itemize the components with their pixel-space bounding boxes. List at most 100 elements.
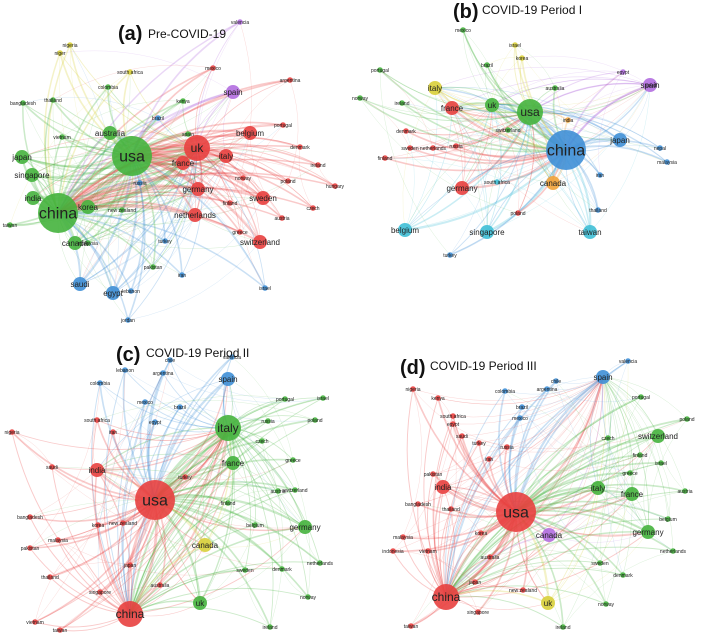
link-a-9-16 bbox=[32, 117, 159, 199]
edge-c-41-1 bbox=[129, 502, 229, 615]
node-d-bangladesh-32 bbox=[415, 501, 421, 507]
edge-c-21-2 bbox=[29, 427, 229, 518]
edge-c-23-2 bbox=[34, 427, 229, 623]
edge-c-16-2 bbox=[97, 427, 229, 526]
edge-b-10-3 bbox=[451, 107, 591, 233]
edge-c-18-2 bbox=[99, 427, 229, 593]
link-a-28-35 bbox=[130, 214, 196, 292]
label-b-south-africa-33: south africa bbox=[484, 180, 510, 186]
link-c-9-16 bbox=[97, 406, 181, 526]
edge-b-29-1 bbox=[449, 111, 531, 256]
edge-a-11-4 bbox=[74, 155, 227, 244]
label-c-spain-6: spain bbox=[218, 375, 237, 384]
node-c-south-africa-44 bbox=[94, 417, 100, 423]
label-d-austria-22: austria bbox=[677, 489, 692, 495]
label-a-usa-0: usa bbox=[119, 149, 145, 166]
node-a-valencia-50 bbox=[237, 19, 243, 25]
label-b-canada-6: canada bbox=[540, 179, 567, 188]
edge-c-43-1 bbox=[103, 431, 131, 615]
label-a-canada-11: canada bbox=[62, 239, 89, 248]
link-b-20-27 bbox=[514, 44, 668, 163]
edge-c-26-2 bbox=[11, 427, 229, 450]
node-a-egypt-13 bbox=[106, 286, 120, 300]
panel-a: usa china uk france italy germany australia jap… bbox=[3, 19, 345, 324]
link-a-39-46 bbox=[239, 124, 284, 233]
edge-c-10-1 bbox=[122, 421, 156, 615]
edge-d-27-2 bbox=[489, 376, 604, 558]
edge-b-25-2 bbox=[491, 78, 652, 106]
label-d-spain-2: spain bbox=[593, 373, 612, 382]
label-a-japan-7: japan bbox=[11, 153, 32, 162]
link-a-50-5 bbox=[196, 21, 241, 190]
label-c-ireland-39: ireland bbox=[262, 625, 277, 631]
edge-a-12-4 bbox=[79, 155, 227, 285]
node-a-lebanon-28 bbox=[128, 288, 134, 294]
edge-a-7-2 bbox=[21, 147, 198, 170]
label-c-colombia-27: colombia bbox=[90, 381, 110, 387]
label-b-uk-2: uk bbox=[488, 101, 497, 110]
label-b-korea-12: korea bbox=[516, 56, 529, 62]
label-c-finland-41: finland bbox=[221, 501, 236, 507]
edge-c-26-0 bbox=[11, 431, 156, 501]
link-d-26-33 bbox=[450, 508, 482, 534]
node-c-israel-35 bbox=[320, 395, 326, 401]
label-b-mexico-21: mexico bbox=[455, 28, 471, 34]
node-d-mexico-13 bbox=[517, 415, 523, 421]
edge-c-5-3 bbox=[96, 468, 306, 528]
node-b-sweden-16 bbox=[407, 145, 413, 151]
node-c-poland-37 bbox=[312, 417, 318, 423]
label-a-india-9: india bbox=[25, 194, 42, 203]
label-b-ireland-35: ireland bbox=[394, 101, 409, 107]
label-a-nigeria-20: nigeria bbox=[62, 43, 77, 49]
node-d-south-africa-42 bbox=[450, 413, 456, 419]
node-b-taiwan-10 bbox=[583, 225, 597, 239]
node-b-belgium-11 bbox=[398, 223, 412, 237]
link-d-33-40 bbox=[450, 435, 465, 510]
label-b-saudi-25: saudi bbox=[645, 83, 657, 89]
link-b-35-6 bbox=[401, 102, 554, 184]
node-a-new-zealand-34 bbox=[119, 207, 125, 213]
node-d-valencia-14 bbox=[625, 358, 631, 364]
node-a-netherlands-35 bbox=[188, 208, 202, 222]
label-b-russia-34: russia bbox=[449, 144, 463, 150]
label-a-israel-51: israel bbox=[259, 286, 271, 292]
edge-c-42-2 bbox=[122, 427, 229, 524]
edge-b-5-4 bbox=[434, 66, 651, 89]
edge-a-12-3 bbox=[79, 162, 184, 285]
link-b-7-14 bbox=[461, 129, 509, 189]
edge-d-24-2 bbox=[562, 376, 611, 628]
edge-c-40-0 bbox=[154, 499, 309, 598]
edge-a-1-4 bbox=[57, 155, 227, 214]
link-a-6-13 bbox=[96, 132, 114, 294]
label-b-thailand-28: thailand bbox=[589, 208, 607, 214]
edge-d-38-2 bbox=[478, 376, 604, 444]
edge-c-30-2 bbox=[124, 369, 229, 429]
edge-a-20-1 bbox=[47, 44, 71, 214]
label-a-new-zealand-34: new zealand bbox=[108, 208, 136, 214]
label-c-greece-38: greece bbox=[285, 458, 301, 464]
link-d-18-25 bbox=[600, 396, 642, 605]
node-c-nigeria-26 bbox=[9, 429, 15, 435]
edge-a-27-2 bbox=[152, 147, 198, 268]
edge-c-45-0 bbox=[154, 356, 233, 501]
node-a-singapore-8 bbox=[25, 168, 39, 182]
panel-c-edges bbox=[11, 356, 324, 632]
label-a-uk-2: uk bbox=[191, 141, 205, 155]
edge-c-30-1 bbox=[105, 369, 131, 615]
node-c-russia-47 bbox=[265, 418, 271, 424]
label-c-israel-35: israel bbox=[317, 396, 329, 402]
label-b-france-3: france bbox=[441, 104, 464, 113]
link-d-48-6 bbox=[442, 446, 508, 488]
link-d-7-14 bbox=[547, 360, 629, 604]
edge-a-40-0 bbox=[131, 135, 301, 157]
edge-a-50-1 bbox=[57, 21, 241, 214]
link-d-39-46 bbox=[488, 454, 641, 471]
edge-b-17-0 bbox=[384, 149, 567, 172]
label-a-thailand-22: thailand bbox=[44, 98, 62, 104]
label-b-australia-13: australia bbox=[546, 86, 565, 92]
edge-c-7-4 bbox=[199, 462, 235, 604]
edge-a-10-4 bbox=[87, 155, 227, 208]
edge-c-6-3 bbox=[96, 378, 229, 471]
link-c-46-5 bbox=[261, 440, 306, 528]
node-c-uk-7 bbox=[193, 596, 207, 610]
